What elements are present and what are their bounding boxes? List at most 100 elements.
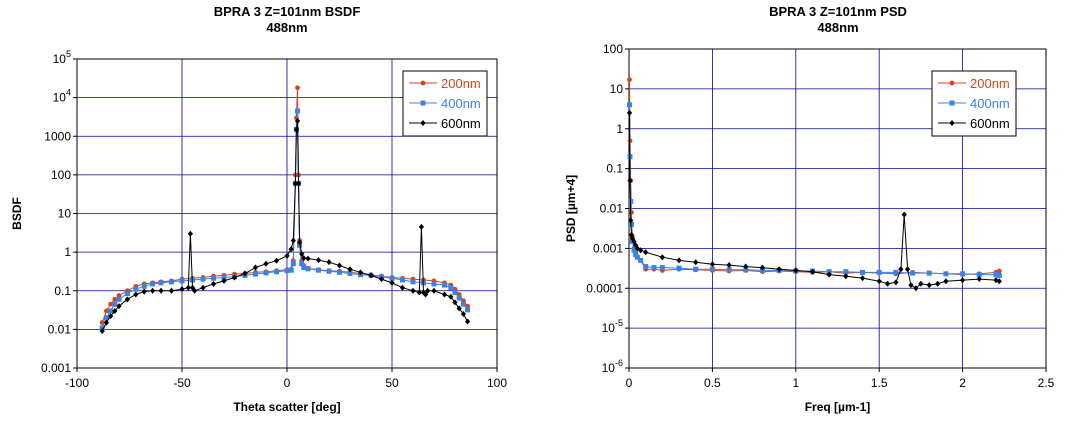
data-point [221, 277, 227, 284]
data-point [709, 266, 715, 272]
data-point [898, 266, 904, 273]
data-point [776, 266, 782, 273]
data-point [221, 275, 227, 281]
data-point [210, 280, 217, 287]
y-tick-label: 0.0001 [586, 281, 623, 295]
data-point [876, 278, 882, 285]
legend: 200nm 400nm 600nm [931, 70, 1017, 137]
data-point [843, 273, 849, 280]
data-point [141, 283, 147, 289]
data-point [99, 328, 105, 335]
legend-marker [420, 80, 426, 86]
x-axis-label: Freq [µm-1] [805, 400, 871, 414]
data-point [295, 108, 300, 114]
data-point [901, 211, 907, 218]
data-point [634, 254, 640, 260]
x-tick-label: 0 [626, 376, 633, 390]
data-point [294, 117, 301, 124]
data-point [913, 285, 919, 292]
chart-title: BPRA 3 Z=101nm PSD [769, 4, 907, 19]
data-point [826, 271, 832, 278]
data-point [253, 271, 258, 277]
x-tick-label: 0.5 [704, 376, 721, 390]
y-axis-label: PSD [µm+4] [564, 175, 578, 242]
data-point [263, 270, 269, 276]
data-point [168, 287, 175, 294]
data-point [231, 274, 238, 281]
data-point [460, 301, 466, 307]
data-point [104, 308, 109, 314]
chart-title: BPRA 3 Z=101nm BSDF [214, 4, 361, 19]
data-point [103, 315, 109, 321]
data-point [441, 291, 448, 298]
data-point [884, 280, 891, 287]
data-point [465, 307, 471, 313]
data-point [627, 177, 633, 184]
data-point [124, 290, 130, 296]
data-point [141, 288, 147, 295]
data-point [442, 282, 447, 288]
data-point [336, 262, 343, 269]
legend-marker [949, 100, 955, 106]
data-point [431, 281, 437, 287]
data-point [643, 264, 649, 270]
data-point [252, 264, 259, 271]
data-point [284, 268, 290, 274]
data-point [288, 267, 294, 273]
data-point [859, 275, 866, 282]
data-point [389, 279, 395, 286]
data-point [448, 285, 454, 291]
legend-label: 600nm [970, 116, 1010, 131]
data-point [465, 303, 470, 309]
data-point [347, 266, 353, 273]
legend-label: 600nm [441, 116, 481, 131]
data-point [108, 308, 114, 314]
data-point [926, 270, 932, 276]
data-point [452, 290, 458, 296]
data-point [399, 284, 406, 291]
y-tick-label: 10 [58, 207, 72, 221]
data-point [629, 221, 635, 227]
data-point [976, 272, 982, 278]
data-point [290, 237, 296, 244]
legend: 200nm 400nm 600nm [402, 70, 488, 137]
data-point [631, 247, 637, 253]
data-point [116, 296, 122, 302]
data-point [357, 269, 364, 276]
y-tick-label: 1 [64, 245, 71, 259]
data-point [169, 279, 174, 285]
data-point [996, 278, 1002, 285]
data-point [996, 272, 1002, 278]
data-point [242, 270, 248, 277]
data-point [693, 259, 699, 266]
legend-label: 200nm [970, 76, 1010, 91]
data-point [297, 239, 303, 246]
y-tick-label: 100 [603, 42, 623, 56]
data-point [425, 287, 431, 294]
legend-label: 200nm [441, 76, 481, 91]
data-point [150, 287, 156, 294]
legend-marker [949, 80, 955, 86]
data-point [943, 278, 949, 285]
data-point [431, 287, 437, 294]
data-point [633, 252, 639, 258]
x-tick-label: 0 [284, 376, 291, 390]
data-point [893, 269, 899, 275]
data-point [638, 257, 644, 263]
data-point [290, 261, 296, 267]
data-point [676, 257, 682, 264]
data-point [179, 286, 185, 293]
data-point [843, 269, 849, 275]
y-tick-label: 0.01 [48, 322, 72, 336]
data-point [263, 260, 269, 267]
data-point [284, 252, 290, 259]
data-point [960, 277, 966, 284]
data-point [133, 291, 139, 298]
y-tick-label: 10-6 [602, 358, 623, 375]
data-point [112, 301, 118, 307]
data-point [112, 296, 118, 302]
data-point [743, 263, 749, 270]
data-point [943, 271, 949, 277]
legend-marker [949, 120, 955, 126]
y-tick-label: 104 [53, 88, 71, 105]
